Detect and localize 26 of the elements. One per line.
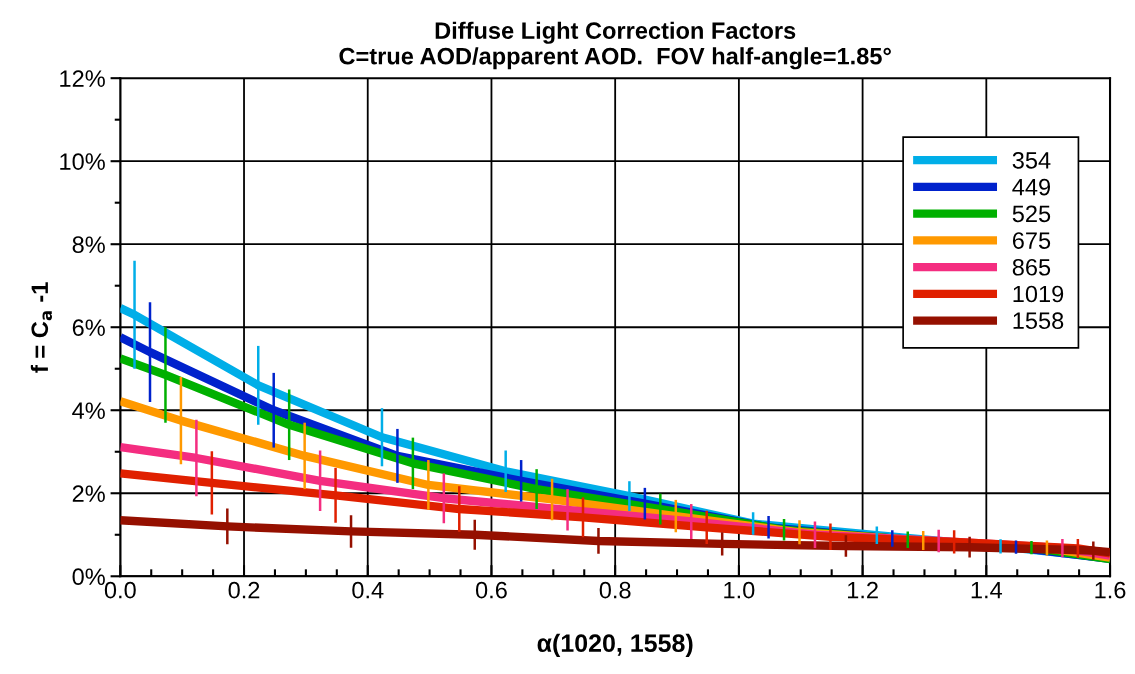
- legend-label: 449: [1012, 178, 1051, 196]
- x-tick-label: 0.8: [599, 581, 631, 599]
- y-tick-label: 4%: [72, 402, 105, 419]
- legend-label: 354: [1012, 151, 1051, 169]
- legend-label: 1558: [1013, 312, 1064, 330]
- x-tick-label: 1.4: [971, 582, 1003, 599]
- x-tick-label: 0.2: [228, 581, 260, 599]
- x-axis-title: α(1020, 1558): [537, 633, 693, 657]
- legend-label: 1019: [1013, 285, 1064, 303]
- x-tick-label: 1.2: [847, 581, 878, 599]
- y-tick-label: 12%: [60, 70, 105, 87]
- y-tick-label: 2%: [72, 485, 105, 502]
- y-axis-title: f = C$_{a}$ -1: [30, 282, 52, 373]
- y-tick-label: 0%: [72, 568, 105, 586]
- x-tick-label: 1.0: [724, 581, 755, 599]
- x-tick-label: 0.6: [475, 581, 507, 599]
- x-tick-label: 0.4: [352, 581, 384, 599]
- x-tick-label: 1.6: [1095, 581, 1126, 599]
- x-tick-label: 0.0: [104, 581, 136, 599]
- y-tick-label: 6%: [72, 319, 105, 337]
- legend-label: 675: [1012, 232, 1051, 249]
- legend-label: 525: [1012, 205, 1051, 223]
- y-tick-label: 10%: [60, 153, 105, 170]
- chart-title: Diffuse Light Correction Factors C=true AOD/apparent AOD. FOV half-angle=1.85°: [339, 21, 891, 70]
- y-tick-label: 8%: [72, 236, 105, 253]
- legend-label: 865: [1012, 258, 1051, 276]
